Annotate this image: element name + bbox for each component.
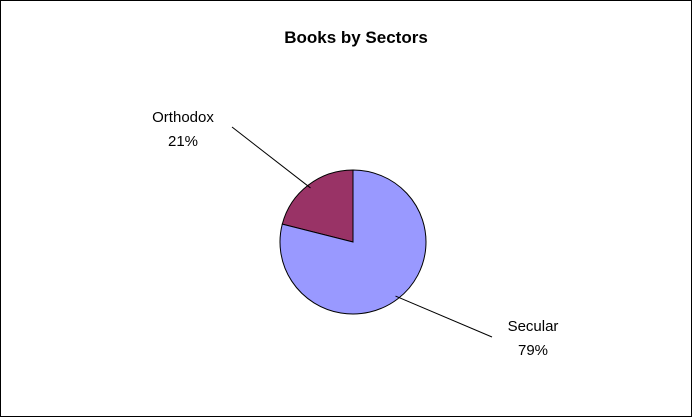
slice-label-orthodox-name: Orthodox (152, 109, 214, 126)
slice-label-secular: Secular 79% (508, 318, 559, 359)
slice-label-secular-name: Secular (508, 318, 559, 335)
pie-slice-secular (279, 169, 427, 315)
slice-label-secular-value: 79% (518, 342, 548, 359)
slice-label-orthodox-value: 21% (168, 133, 198, 150)
chart-title: Books by Sectors (284, 28, 428, 47)
leader-line-orthodox (231, 126, 311, 189)
pie-slice-orthodox (281, 169, 354, 243)
pie-slices (279, 169, 427, 315)
leader-lines (231, 126, 493, 338)
slice-label-orthodox: Orthodox 21% (152, 109, 214, 150)
leader-line-secular (395, 295, 493, 338)
